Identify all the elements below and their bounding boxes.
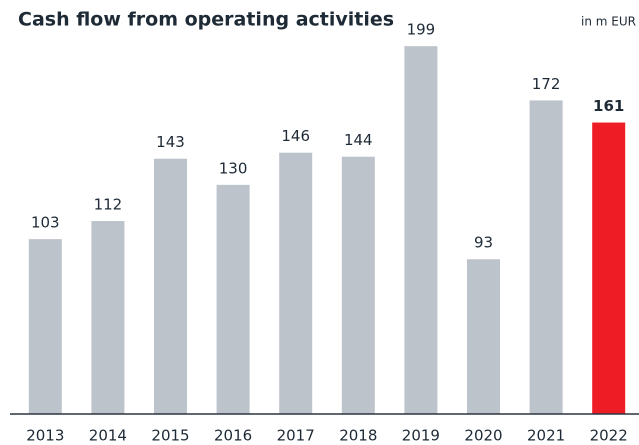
x-tick-label: 2019 (402, 427, 440, 445)
value-label: 143 (156, 133, 185, 151)
chart-title: Cash flow from operating activities (18, 9, 394, 31)
x-tick-label: 2021 (527, 427, 565, 445)
x-tick-label: 2022 (590, 427, 628, 445)
x-tick-label: 2018 (339, 427, 377, 445)
value-label: 199 (407, 21, 436, 39)
value-label: 112 (94, 196, 123, 214)
value-label: 144 (344, 131, 373, 149)
x-tick-label: 2016 (214, 427, 252, 445)
bar (91, 221, 125, 414)
bar (279, 152, 313, 414)
x-tick-label: 2020 (464, 427, 502, 445)
x-tick-label: 2015 (151, 427, 189, 445)
bar (592, 122, 626, 414)
bar (154, 158, 187, 414)
bar (28, 239, 62, 414)
value-label: 130 (219, 159, 248, 177)
chart-subtitle: in m EUR (581, 15, 636, 29)
value-label: 172 (532, 75, 561, 93)
bar (216, 184, 250, 414)
value-label: 161 (593, 97, 624, 115)
value-label: 103 (31, 214, 60, 232)
x-tick-label: 2014 (89, 427, 127, 445)
bar (404, 46, 438, 415)
value-label: 146 (281, 127, 310, 145)
bar (467, 259, 500, 414)
x-tick-label: 2013 (26, 427, 64, 445)
x-tick-label: 2017 (277, 427, 315, 445)
bar (529, 100, 563, 414)
value-label: 93 (474, 234, 493, 252)
bar (341, 156, 375, 414)
